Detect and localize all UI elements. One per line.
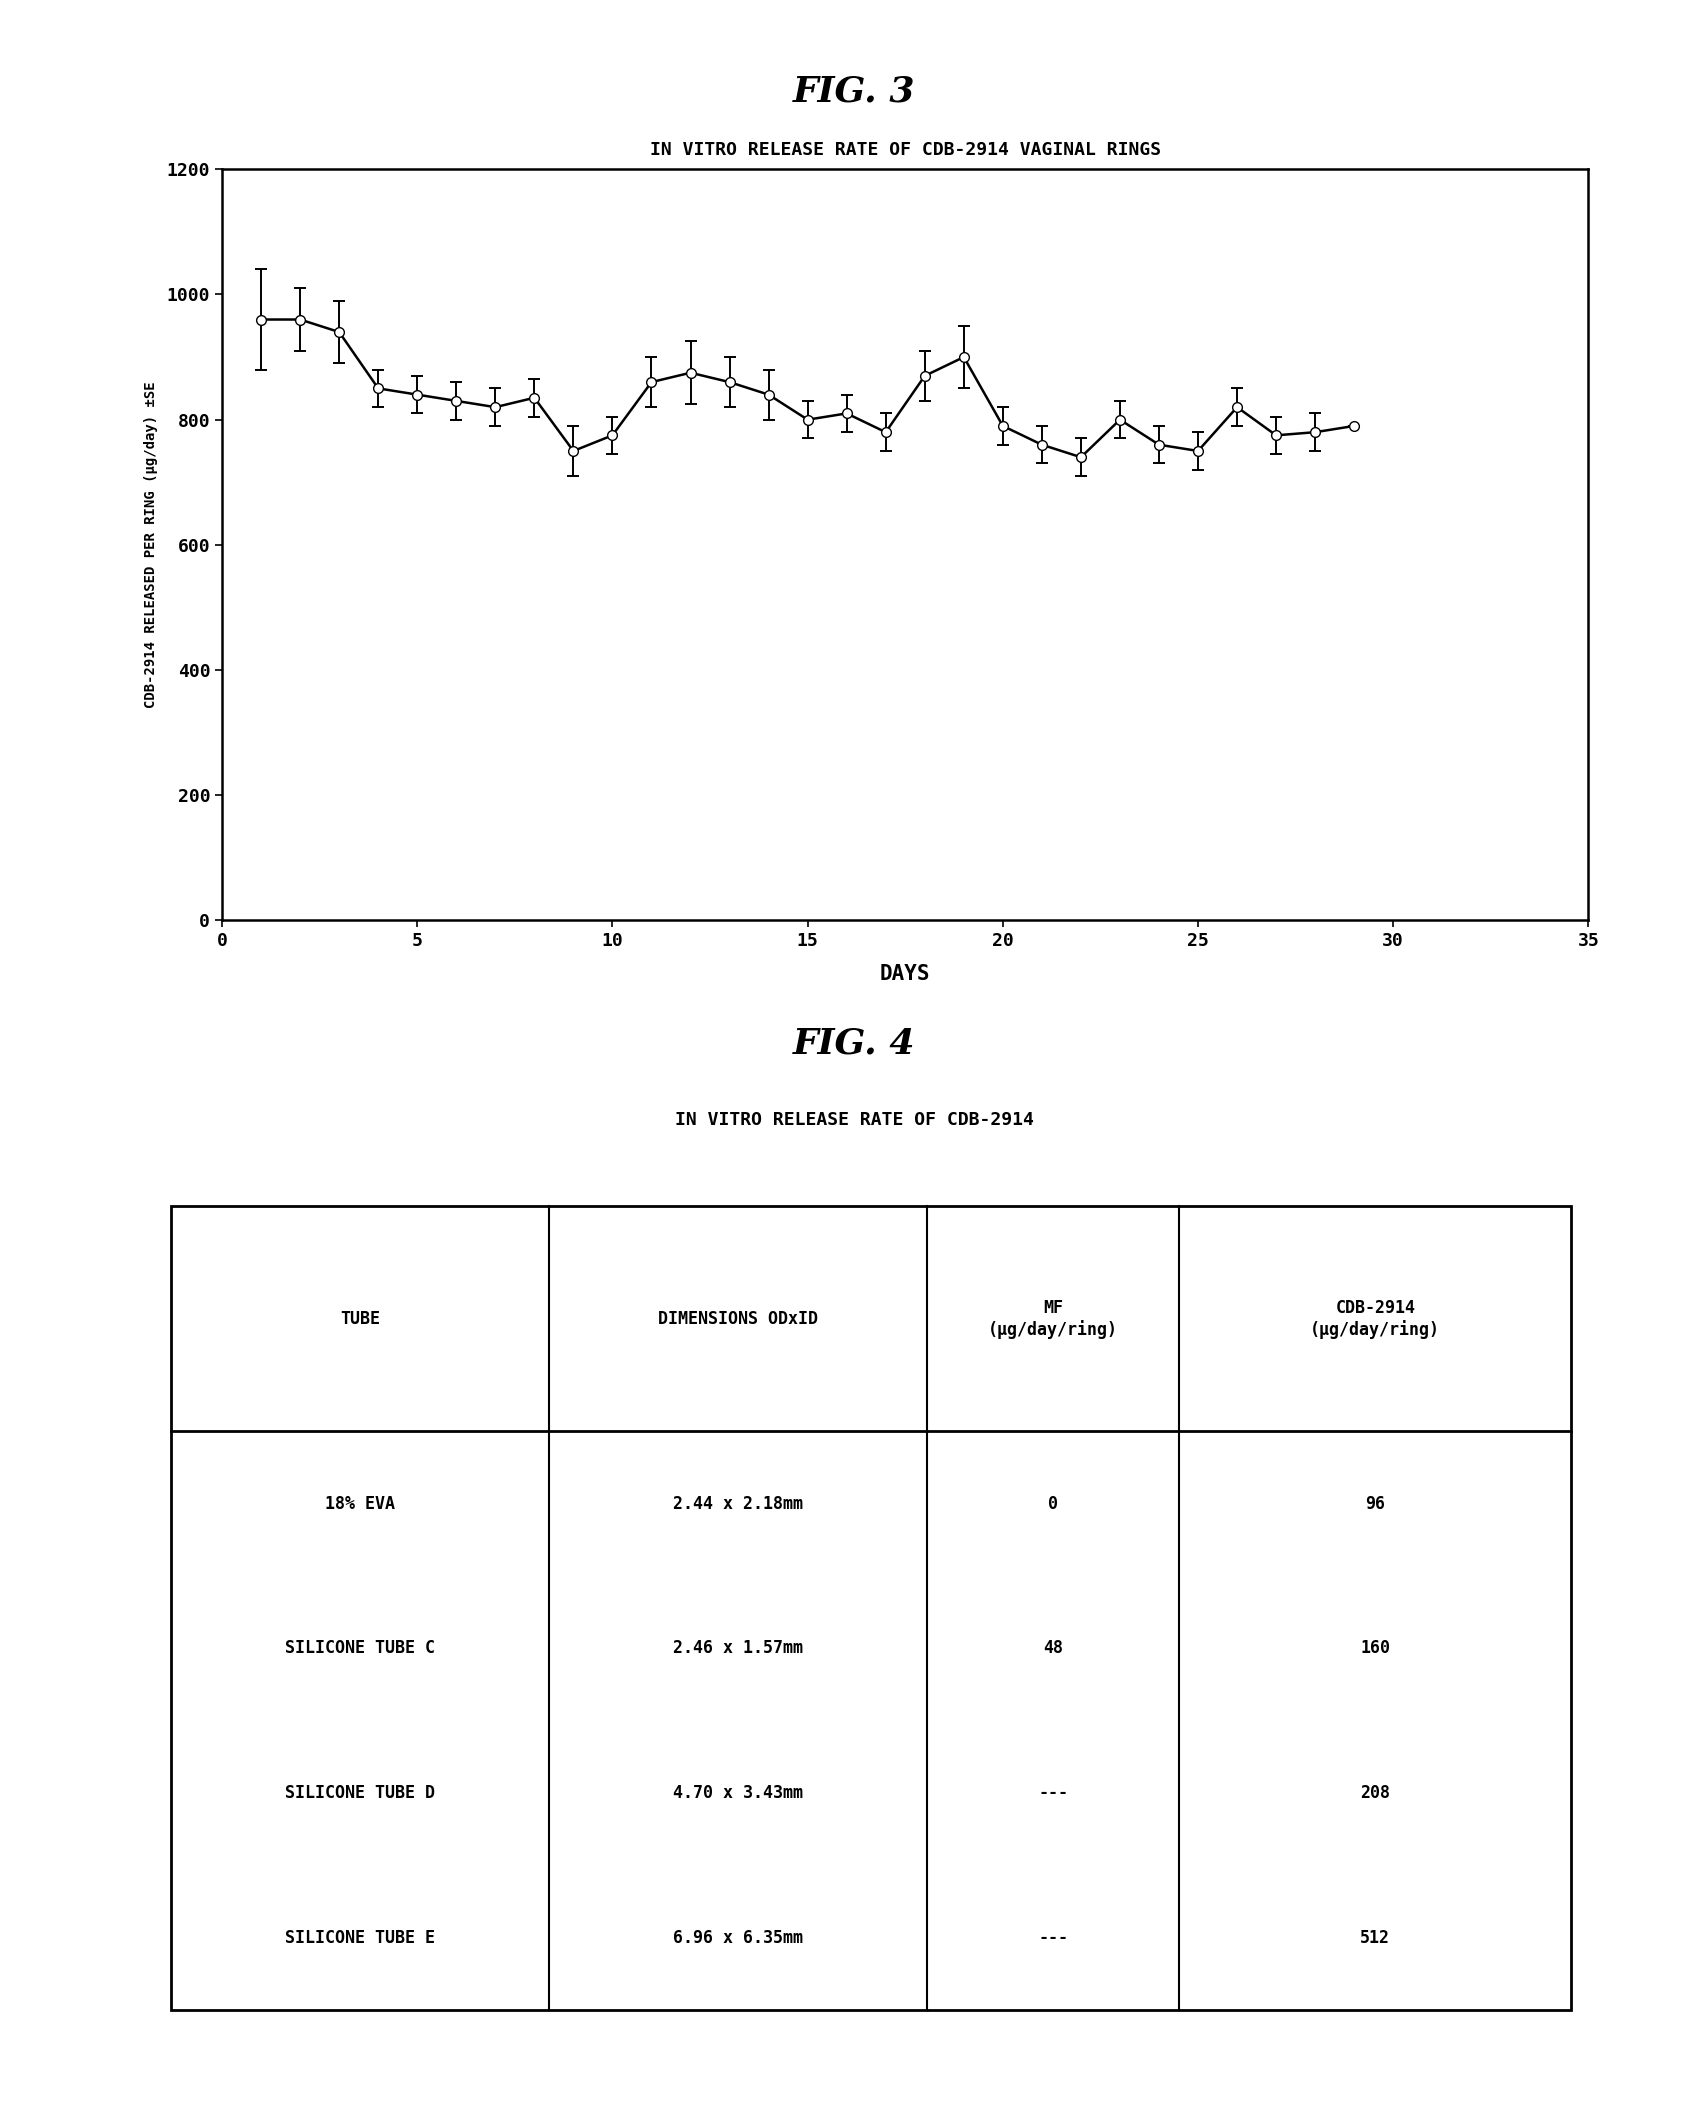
Text: 160: 160 xyxy=(1359,1640,1389,1657)
Text: SILICONE TUBE D: SILICONE TUBE D xyxy=(285,1784,435,1803)
Text: MF
(μg/day/ring): MF (μg/day/ring) xyxy=(988,1299,1118,1339)
Text: 0: 0 xyxy=(1048,1494,1058,1513)
Text: ---: --- xyxy=(1038,1930,1067,1947)
Text: FIG. 4: FIG. 4 xyxy=(792,1026,915,1060)
X-axis label: DAYS: DAYS xyxy=(879,965,930,984)
Text: SILICONE TUBE C: SILICONE TUBE C xyxy=(285,1640,435,1657)
Text: 4.70 x 3.43mm: 4.70 x 3.43mm xyxy=(673,1784,802,1803)
Text: FIG. 3: FIG. 3 xyxy=(792,74,915,108)
Text: TUBE: TUBE xyxy=(340,1310,379,1327)
Text: ---: --- xyxy=(1038,1784,1067,1803)
Text: 18% EVA: 18% EVA xyxy=(324,1494,394,1513)
Text: 512: 512 xyxy=(1359,1930,1389,1947)
Text: SILICONE TUBE E: SILICONE TUBE E xyxy=(285,1930,435,1947)
Title: IN VITRO RELEASE RATE OF CDB-2914 VAGINAL RINGS: IN VITRO RELEASE RATE OF CDB-2914 VAGINA… xyxy=(649,142,1161,159)
Text: 96: 96 xyxy=(1364,1494,1384,1513)
Y-axis label: CDB-2914 RELEASED PER RING (μg/day) ±SE: CDB-2914 RELEASED PER RING (μg/day) ±SE xyxy=(145,381,159,709)
Text: 2.44 x 2.18mm: 2.44 x 2.18mm xyxy=(673,1494,802,1513)
Text: 208: 208 xyxy=(1359,1784,1389,1803)
Text: IN VITRO RELEASE RATE OF CDB-2914: IN VITRO RELEASE RATE OF CDB-2914 xyxy=(674,1111,1033,1130)
Text: 6.96 x 6.35mm: 6.96 x 6.35mm xyxy=(673,1930,802,1947)
Text: DIMENSIONS ODxID: DIMENSIONS ODxID xyxy=(657,1310,818,1327)
Text: 48: 48 xyxy=(1043,1640,1062,1657)
Text: CDB-2914
(μg/day/ring): CDB-2914 (μg/day/ring) xyxy=(1309,1299,1439,1339)
Text: 2.46 x 1.57mm: 2.46 x 1.57mm xyxy=(673,1640,802,1657)
